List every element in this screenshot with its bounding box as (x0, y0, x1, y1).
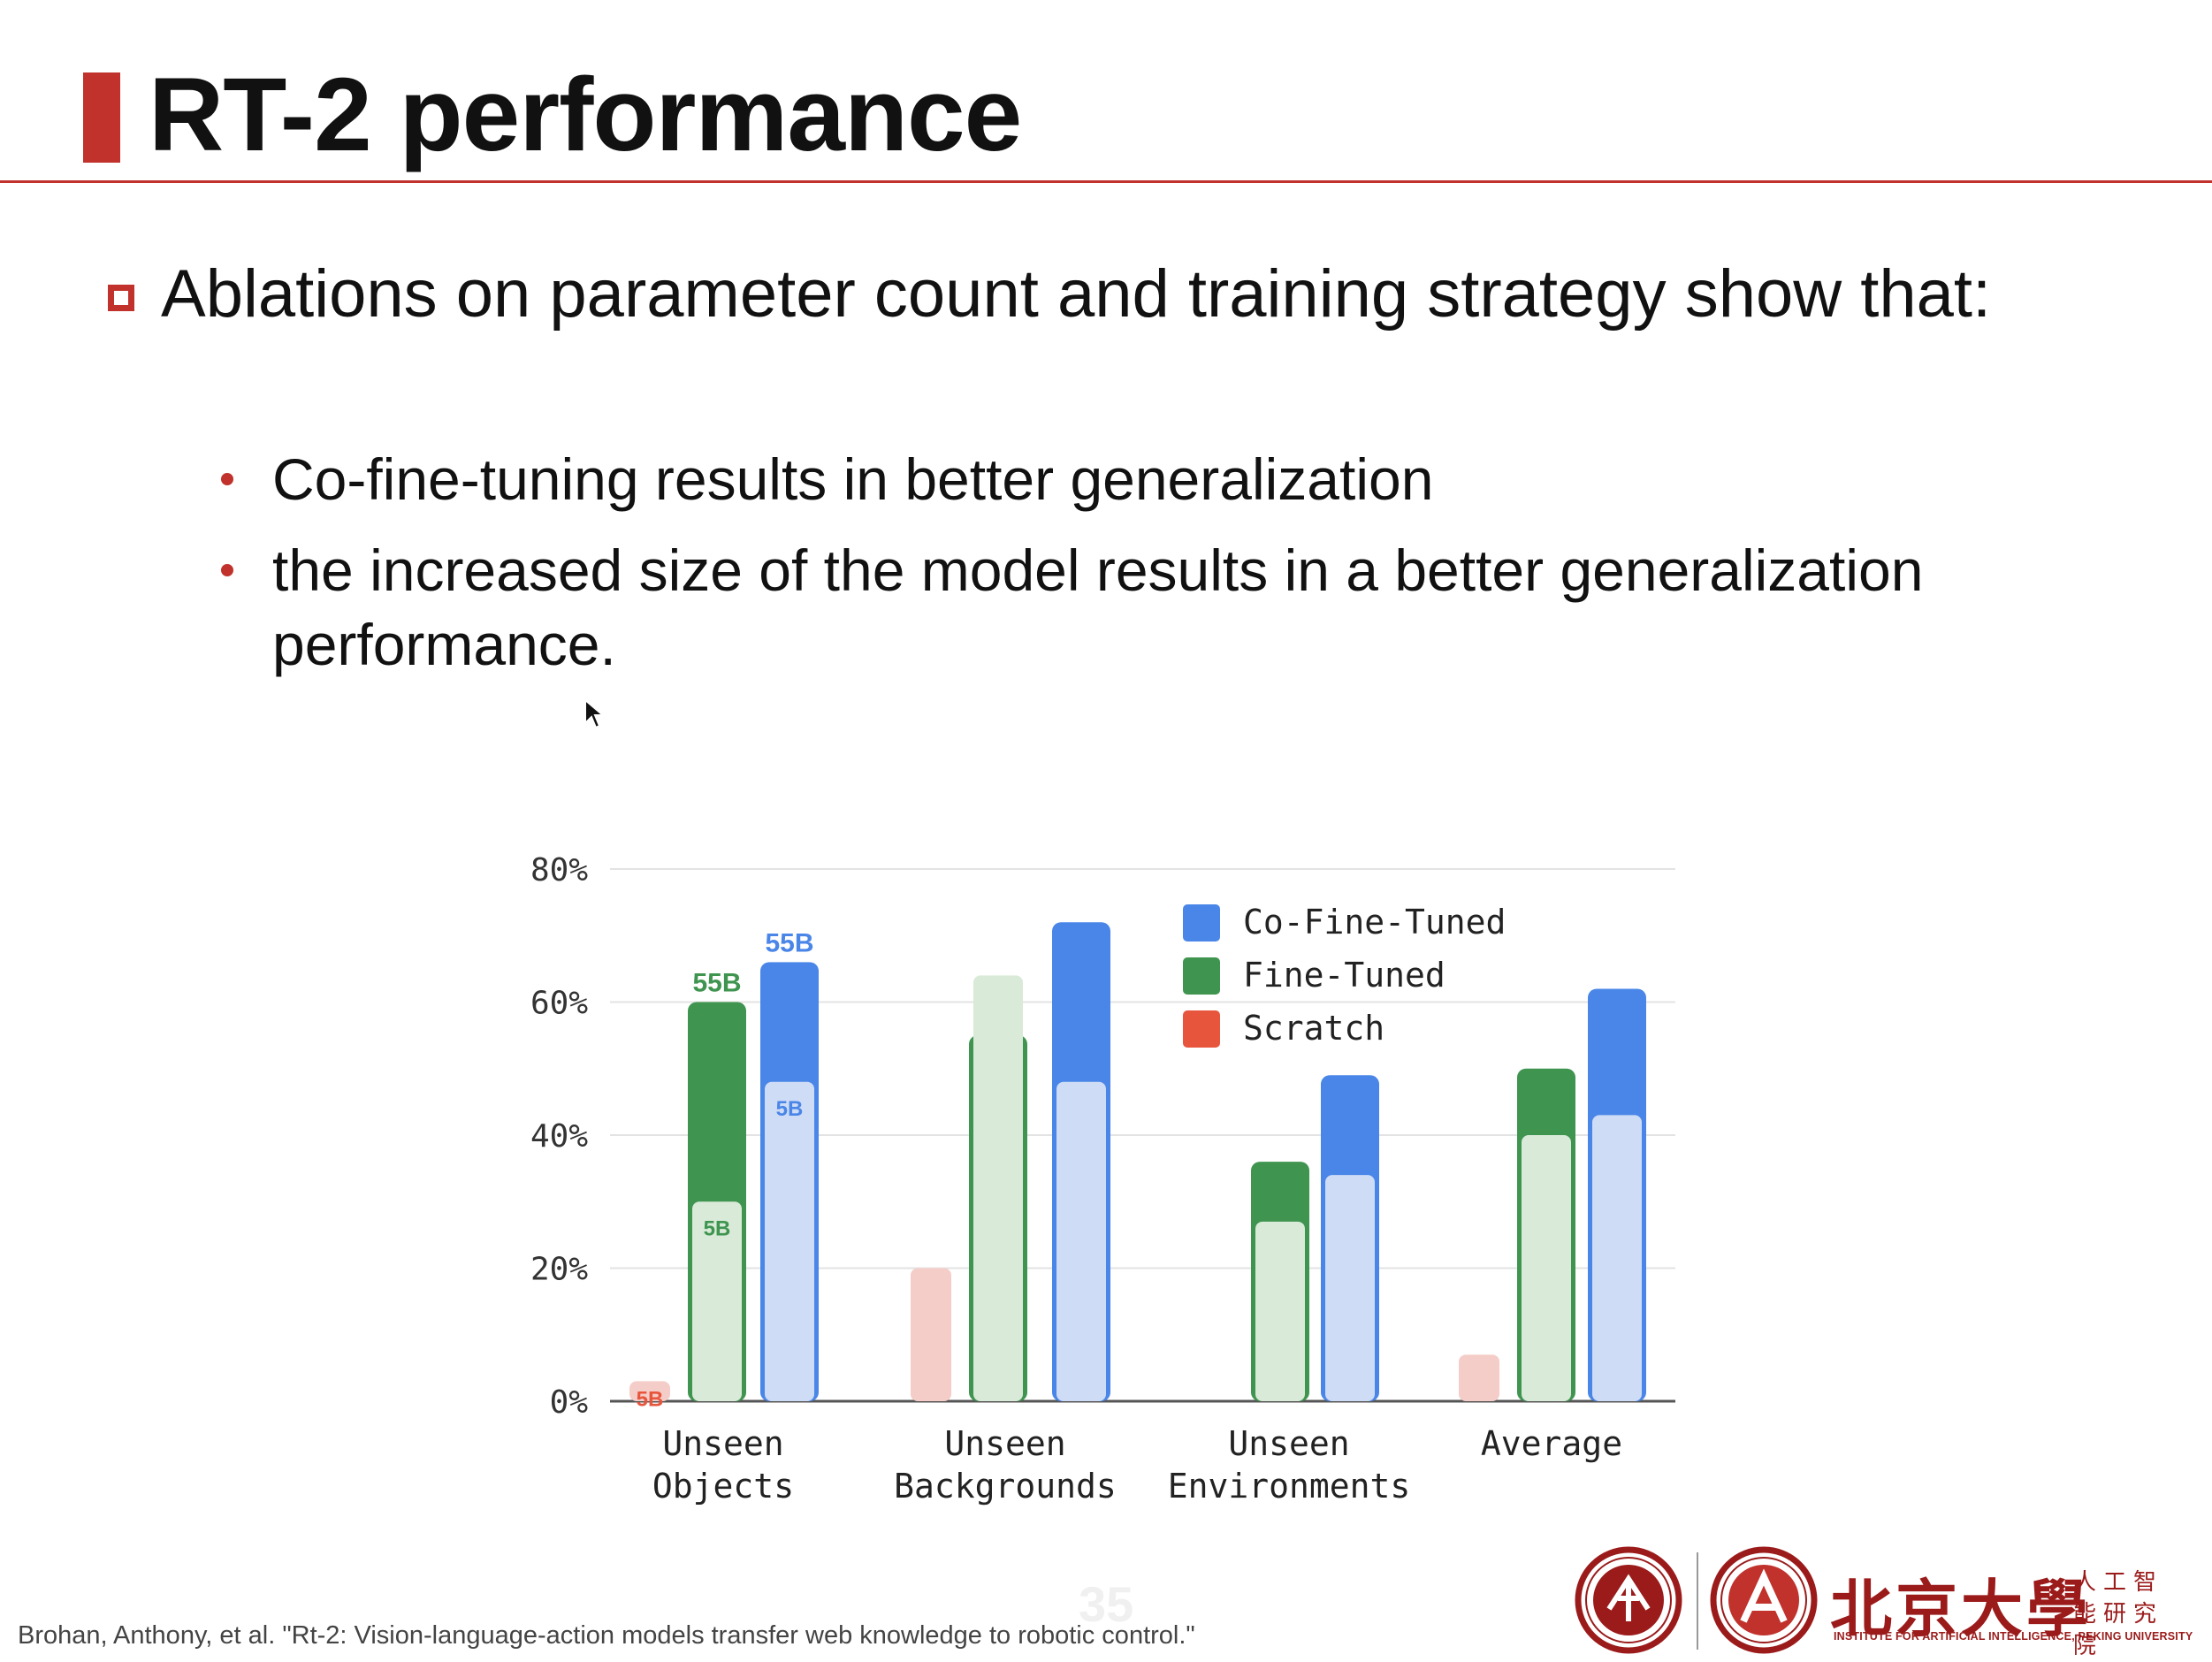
bar-fine-tuned-5b (1522, 1135, 1571, 1401)
bar-fine-tuned-5b (973, 975, 1023, 1401)
x-category-label: Average (1481, 1424, 1622, 1463)
slide-title: RT-2 performance (149, 57, 1022, 173)
title-accent-bar (83, 72, 120, 163)
y-tick-label: 40% (530, 1118, 588, 1155)
bar-scratch-5b (911, 1268, 951, 1401)
x-category-label: Environments (1168, 1467, 1411, 1506)
bar-co-fine-tuned-5b (765, 1081, 814, 1401)
bar-size-label: 55B (765, 928, 813, 957)
bar-fine-tuned-5b (692, 1201, 742, 1401)
mouse-cursor-icon (584, 698, 606, 729)
university-logos (1575, 1546, 1818, 1654)
bar-fine-tuned-5b (1255, 1221, 1305, 1401)
bullet-dot-icon (221, 564, 233, 576)
y-tick-label: 60% (530, 986, 588, 1022)
x-category-label: Unseen (944, 1424, 1065, 1463)
sub-bullet-2: the increased size of the model results … (272, 537, 1924, 677)
bar-scratch-5b (1459, 1354, 1499, 1401)
legend-label: Scratch (1243, 1009, 1384, 1048)
title-divider (0, 180, 2212, 183)
institution-name-cn: 北京大學 (1830, 1572, 2092, 1645)
sub-bullet-1: Co-fine-tuning results in better general… (272, 446, 1434, 512)
bar-size-label: 5B (637, 1387, 664, 1411)
legend-label: Co-Fine-Tuned (1243, 903, 1506, 942)
legend-label: Fine-Tuned (1243, 956, 1445, 995)
bar-co-fine-tuned-5b (1592, 1115, 1642, 1401)
legend-swatch (1183, 957, 1220, 995)
square-bullet-icon (108, 285, 134, 311)
y-tick-label: 80% (530, 852, 588, 888)
x-category-label: Unseen (1228, 1424, 1349, 1463)
bar-co-fine-tuned-5b (1056, 1081, 1106, 1401)
bar-size-label: 5B (776, 1097, 804, 1121)
bar-size-label: 55B (692, 969, 741, 998)
citation: Brohan, Anthony, et al. "Rt-2: Vision-la… (18, 1621, 1195, 1650)
peking-university-seal-icon (1575, 1546, 1682, 1654)
bar-co-fine-tuned-5b (1325, 1175, 1375, 1401)
y-tick-label: 0% (550, 1384, 589, 1421)
x-category-label: Backgrounds (894, 1467, 1117, 1506)
bar-scratch-5b (629, 1381, 670, 1401)
bar-chart: 0% 20% 40% 60% 80% 5B 55B 5B 55B 5B Unseen Objects U… (530, 852, 1675, 1506)
y-tick-label: 20% (530, 1252, 588, 1288)
bullet-dot-icon (221, 473, 233, 485)
legend-swatch (1183, 1010, 1220, 1048)
institution-name-cn-small: 人工智能研究院 (2073, 1569, 2164, 1659)
x-category-label: Objects (652, 1467, 794, 1506)
ai-institute-seal-icon (1710, 1546, 1818, 1654)
legend-swatch (1183, 904, 1220, 942)
institution-name-en: INSTITUTE FOR ARTIFICIAL INTELLIGENCE, P… (1834, 1630, 2193, 1643)
bar-size-label: 5B (704, 1216, 731, 1240)
page-number: 35 (1079, 1576, 1134, 1632)
main-bullet-text: Ablations on parameter count and trainin… (161, 256, 1992, 332)
x-category-label: Unseen (662, 1424, 783, 1463)
